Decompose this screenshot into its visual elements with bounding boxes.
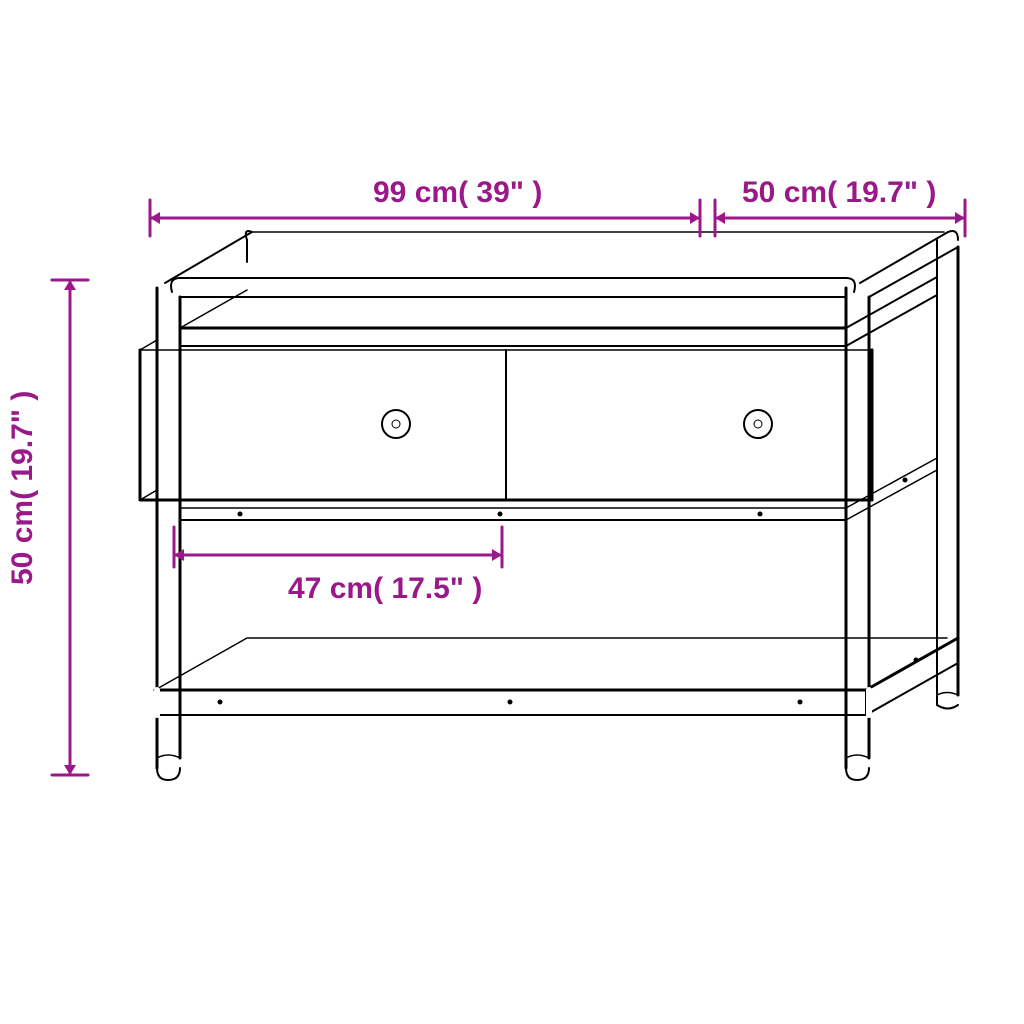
width-label: 99 cm( 39" ) (373, 176, 542, 210)
depth-label: 50 cm( 19.7" ) (742, 176, 936, 210)
height-label: 50 cm( 19.7" ) (6, 391, 40, 585)
furniture-dimension-diagram (0, 0, 1024, 1024)
furniture-outline (140, 231, 958, 780)
drawer-label: 47 cm( 17.5" ) (288, 572, 482, 606)
